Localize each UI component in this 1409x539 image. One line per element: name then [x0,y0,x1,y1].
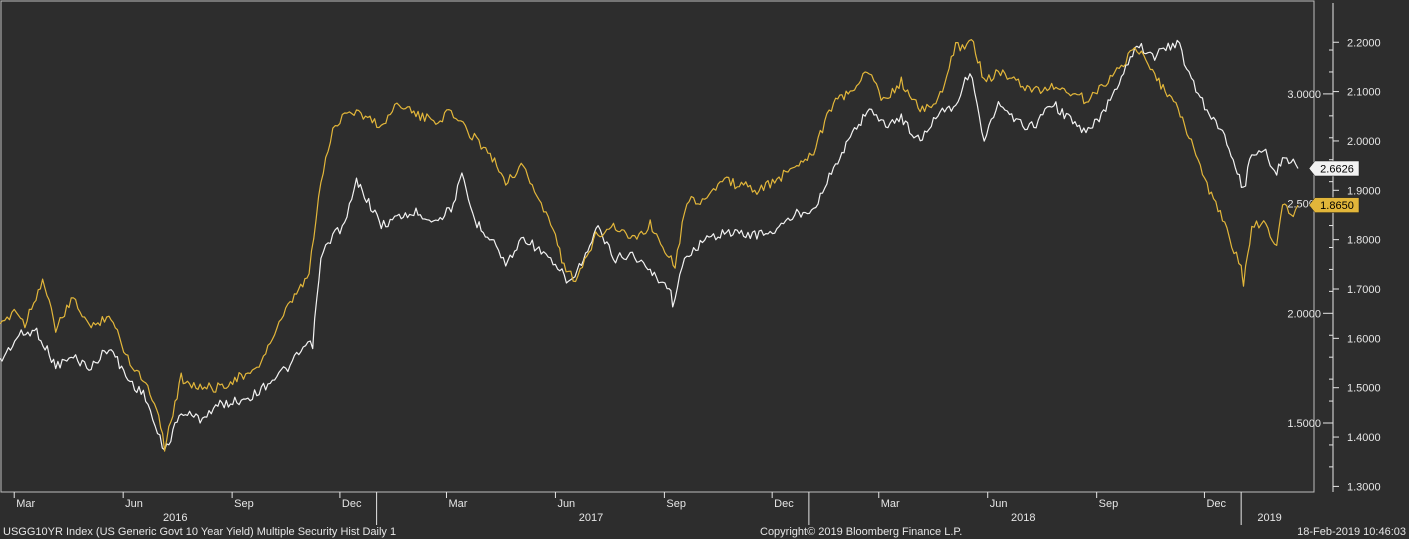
x-month-label: Sep [666,498,686,510]
x-month-label: Sep [1099,498,1119,510]
footer-security-description: USGG10YR Index (US Generic Govt 10 Year … [3,526,396,538]
x-month-label: Jun [557,498,575,510]
footer-copyright: Copyright© 2019 Bloomberg Finance L.P. [760,526,962,538]
right-scale-tick-label: 1.4000 [1347,432,1381,444]
last-value-tag-shape [1308,160,1360,177]
series-line-2 [0,38,1299,452]
last-value-tag-text: 1.8650 [1320,200,1354,212]
last-value-tag-text: 2.6626 [1320,163,1354,175]
x-year-label: 2016 [163,512,187,524]
last-value-tag-2: 1.8650 [1308,197,1360,213]
x-month-label: Dec [342,498,362,510]
plot-area [0,0,1315,493]
last-value-tag-shape [1308,197,1360,213]
right-scale-tick-label: 1.7000 [1347,284,1381,296]
footer-timestamp: 18-Feb-2019 10:46:03 [1297,526,1406,538]
last-value-tag-1: 2.6626 [1308,160,1360,177]
x-year-label: 2017 [579,512,603,524]
x-month-label: Dec [1206,498,1226,510]
x-month-label: Mar [16,498,35,510]
left-scale-tick-label: 3.0000 [1287,89,1321,101]
left-scale-tick-label: 1.5000 [1287,418,1321,430]
x-year-label: 2018 [1011,512,1035,524]
x-month-label: Mar [881,498,900,510]
series-line-1 [0,39,1299,451]
x-year-label: 2019 [1257,512,1281,524]
left-scale-tick-label: 2.0000 [1287,308,1321,320]
right-scale-tick-label: 1.6000 [1347,333,1381,345]
x-month-label: Dec [774,498,794,510]
right-scale-tick-label: 1.8000 [1347,235,1381,247]
right-scale-tick-label: 2.0000 [1347,136,1381,148]
x-month-label: Jun [125,498,143,510]
x-month-label: Jun [990,498,1008,510]
series-lines [0,38,1299,452]
x-month-label: Sep [234,498,254,510]
x-month-label: Mar [448,498,467,510]
right-scale-tick-label: 1.5000 [1347,383,1381,395]
right-scale-tick-label: 1.9000 [1347,185,1381,197]
right-scale-tick-label: 2.1000 [1347,87,1381,99]
last-value-labels: 2.6626 1.8650 [1308,160,1360,213]
right-scale-tick-label: 1.3000 [1347,481,1381,493]
right-scale-tick-label: 2.2000 [1347,37,1381,49]
